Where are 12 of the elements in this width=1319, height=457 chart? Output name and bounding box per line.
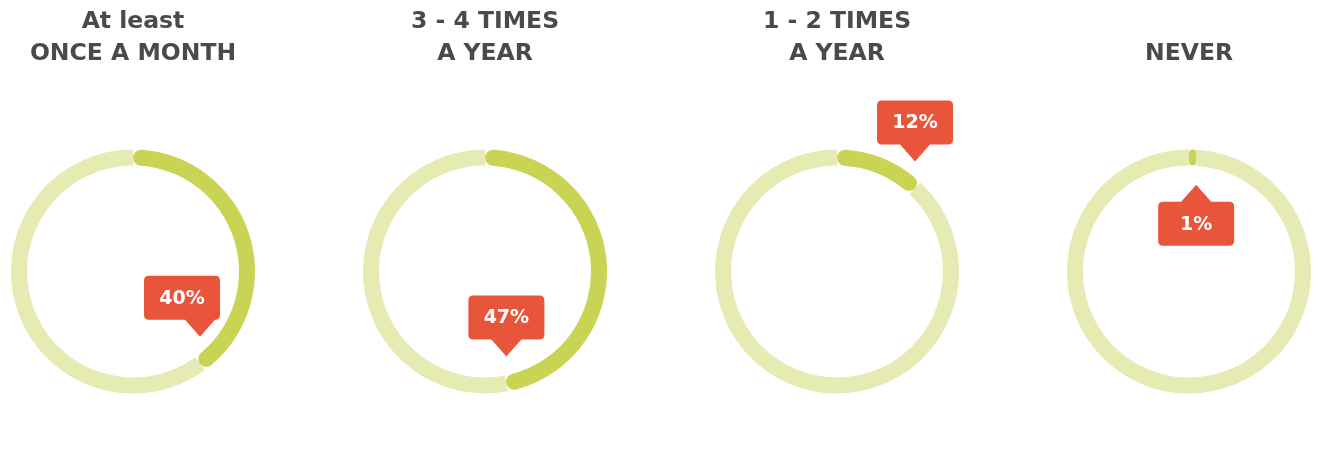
donut-slice: [1189, 149, 1197, 166]
donut-slice: [715, 149, 959, 394]
donut-slice: [485, 149, 607, 390]
chart-title: At least ONCE A MONTH: [29, 5, 237, 66]
data-label: 12%: [892, 110, 938, 133]
data-label: 40%: [159, 285, 205, 308]
chart-title: 1 - 2 TIMES A YEAR: [762, 5, 912, 66]
data-label: 1%: [1180, 211, 1213, 234]
chart-title: NEVER: [1144, 37, 1234, 66]
chart-title: 3 - 4 TIMES A YEAR: [410, 5, 560, 66]
donut-slice: [837, 149, 918, 192]
data-label: 47%: [483, 305, 530, 328]
